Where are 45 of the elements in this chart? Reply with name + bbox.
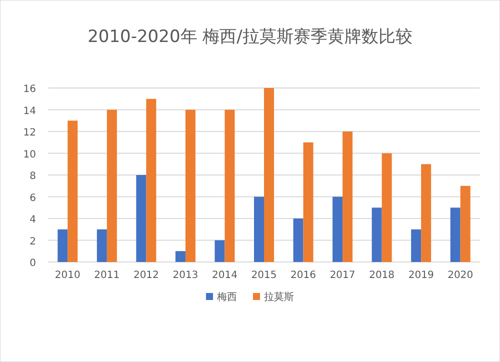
y-tick-label: 12 [23, 128, 36, 138]
x-tick-label: 2018 [369, 270, 395, 281]
bar [460, 186, 470, 262]
bar [146, 98, 156, 262]
chart-title: 2010-2020年 梅西/拉莫斯赛季黄牌数比较 [88, 27, 412, 47]
bar [58, 229, 68, 262]
bar [214, 240, 225, 262]
x-tick-label: 2010 [54, 270, 80, 281]
y-tick-label: 10 [23, 149, 36, 160]
bar [68, 120, 78, 262]
bar [372, 208, 382, 262]
bar [342, 132, 353, 262]
bar [332, 196, 343, 262]
bar [224, 110, 235, 262]
y-tick-label: 6 [30, 192, 36, 204]
legend-label: 拉莫斯 [264, 291, 294, 303]
x-tick-label: 2015 [251, 270, 277, 281]
bar [411, 229, 422, 262]
x-tick-label: 2011 [94, 270, 120, 281]
bar [106, 110, 117, 262]
bar [185, 110, 196, 262]
x-tick-label: 2016 [290, 270, 316, 281]
bar [450, 208, 460, 262]
bar [293, 218, 304, 262]
x-tick-label: 2019 [408, 270, 434, 281]
y-tick-label: 4 [30, 214, 36, 226]
x-tick-label: 2017 [330, 270, 356, 281]
bar [303, 142, 314, 262]
bar [254, 196, 264, 262]
bar [264, 88, 274, 262]
legend-label: 梅西 [216, 291, 237, 303]
bar [136, 175, 146, 262]
y-tick-label: 2 [30, 236, 36, 248]
y-tick-label: 16 [23, 84, 36, 95]
bar [96, 229, 107, 262]
bar [382, 153, 392, 262]
bar [421, 164, 432, 262]
x-tick-label: 2013 [172, 270, 198, 281]
y-tick-label: 0 [30, 258, 36, 269]
x-tick-label: 2012 [133, 270, 159, 281]
y-tick-label: 8 [30, 171, 36, 182]
x-tick-label: 2020 [448, 270, 474, 281]
x-tick-label: 2014 [212, 270, 238, 281]
y-tick-label: 14 [23, 106, 36, 117]
bar [175, 251, 186, 262]
